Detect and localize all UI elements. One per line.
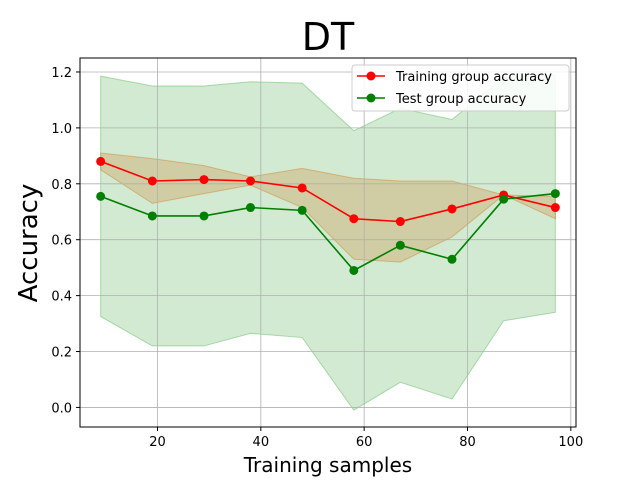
legend-box	[351, 64, 570, 112]
x-tick-label: 80	[459, 435, 476, 450]
y-axis-label: Accuracy	[14, 184, 44, 303]
data-point-test	[147, 211, 157, 221]
x-tick-label: 60	[356, 435, 373, 450]
legend-marker	[366, 71, 376, 81]
series-line-test	[100, 192, 556, 272]
data-point-training	[147, 176, 157, 186]
chart-title: DT	[302, 15, 355, 59]
y-tick-label: 0.4	[51, 290, 72, 305]
series-lines	[96, 156, 560, 275]
y-tick-label: 1.0	[51, 122, 72, 137]
band-test	[100, 74, 556, 411]
x-axis-label: Training samples	[243, 453, 412, 477]
data-point-test	[246, 203, 255, 213]
confidence-bands	[100, 74, 556, 411]
data-point-test	[96, 191, 106, 201]
x-tick-label: 100	[558, 435, 583, 450]
data-point-test	[199, 211, 209, 221]
y-tick-label: 0.2	[51, 346, 72, 361]
plot-frame	[79, 57, 577, 428]
legend-label: Training group accuracy	[395, 70, 552, 85]
data-point-test	[395, 240, 405, 250]
y-tick-label: 0.6	[51, 234, 72, 249]
y-tick-label: 0.0	[51, 401, 72, 416]
legend: Training group accuracy Test group accura…	[351, 64, 570, 112]
x-tick-label: 20	[149, 435, 166, 450]
data-point-test	[499, 194, 509, 204]
series-line-training	[100, 160, 556, 223]
data-point-test	[447, 254, 457, 264]
data-point-training	[550, 203, 560, 213]
data-point-training	[447, 204, 457, 214]
data-point-test	[297, 205, 307, 215]
data-point-test	[349, 265, 359, 275]
data-point-training	[395, 217, 405, 227]
y-tick-label: 1.2	[51, 66, 72, 81]
data-point-training	[96, 156, 106, 166]
data-point-training	[349, 214, 359, 224]
legend-marker	[366, 93, 376, 103]
y-axis-ticks: 0.0 0.2 0.4 0.6 0.8 1.0 1.2	[51, 66, 80, 416]
data-point-test	[550, 189, 560, 199]
y-tick-label: 0.8	[51, 178, 72, 193]
data-point-training	[199, 175, 209, 185]
data-point-training	[297, 183, 307, 193]
data-point-training	[246, 176, 255, 186]
legend-label: Test group accuracy	[395, 92, 527, 107]
x-tick-label: 40	[253, 435, 270, 450]
x-axis-ticks: 20 40 60 80 100	[149, 427, 583, 450]
